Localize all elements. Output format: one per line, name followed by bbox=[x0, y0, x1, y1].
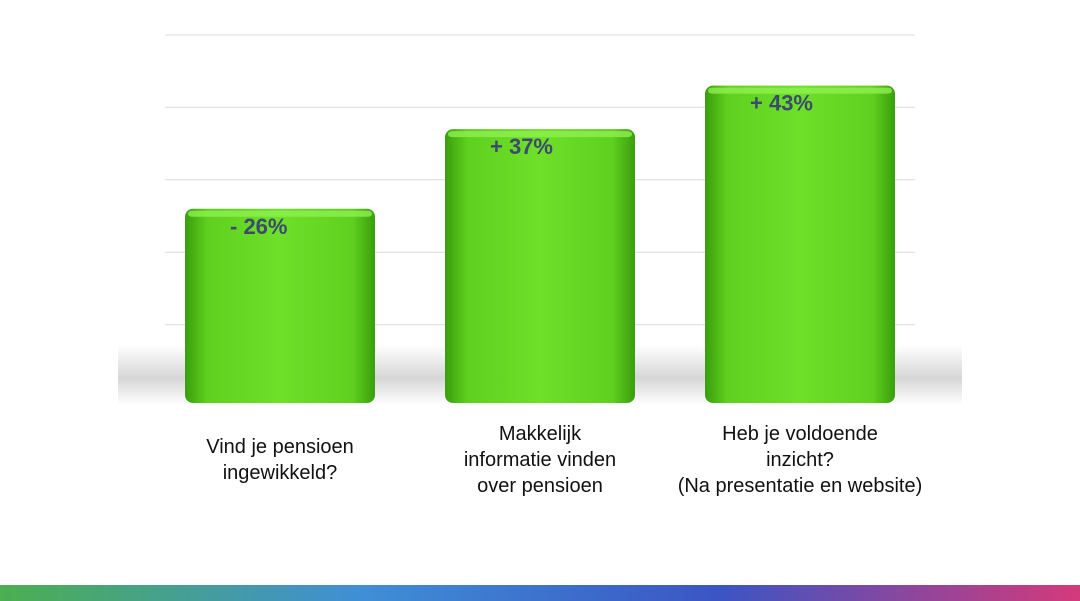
bar bbox=[445, 129, 635, 403]
data-label: + 37% bbox=[490, 134, 553, 159]
data-label: + 43% bbox=[750, 91, 813, 116]
category-label: Makkelijk informatie vinden over pensioe… bbox=[463, 423, 617, 497]
category-label: Vind je pensioen ingewikkeld? bbox=[206, 436, 354, 484]
bar-highlight bbox=[708, 87, 892, 94]
bar-chart: - 26% + 37% + 43% bbox=[118, 34, 962, 405]
bar-highlight bbox=[188, 210, 372, 217]
category-label: Heb je voldoende inzicht? (Na presentati… bbox=[677, 423, 923, 497]
data-labels: - 26% + 37% + 43% bbox=[230, 91, 813, 239]
bottom-gradient-bar bbox=[0, 585, 1080, 601]
bar-highlight bbox=[448, 131, 632, 138]
data-label: - 26% bbox=[230, 214, 287, 239]
bar bbox=[185, 208, 375, 403]
bar bbox=[705, 85, 895, 404]
bars bbox=[185, 85, 895, 404]
